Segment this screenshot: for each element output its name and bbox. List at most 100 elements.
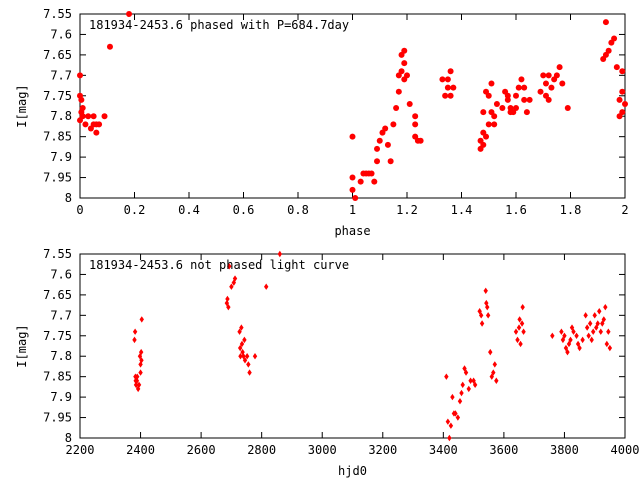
data-point [444, 373, 449, 380]
data-point [483, 133, 490, 140]
data-point [597, 308, 602, 315]
data-point [395, 88, 402, 95]
y-tick-label: 7.9 [50, 150, 72, 164]
data-point [491, 113, 498, 120]
data-point [444, 76, 451, 83]
data-point [517, 316, 522, 323]
x-tick-label: 2800 [247, 443, 276, 457]
data-point [106, 43, 113, 50]
data-point [622, 100, 628, 107]
data-point [401, 47, 408, 54]
data-point [613, 64, 620, 71]
x-tick-label: 3400 [429, 443, 458, 457]
data-point [485, 92, 492, 99]
y-tick-label: 7.8 [50, 349, 72, 363]
data-point [101, 113, 108, 120]
data-points [132, 250, 613, 442]
data-point [513, 328, 519, 335]
x-tick-label: 2200 [66, 443, 95, 457]
data-point [450, 393, 455, 401]
data-point [571, 328, 576, 335]
data-point [444, 84, 451, 91]
data-point [132, 328, 138, 335]
data-point [587, 320, 593, 327]
x-tick-label: 0 [76, 203, 83, 217]
data-point [387, 158, 394, 165]
data-point [513, 92, 519, 99]
data-point [521, 84, 528, 91]
data-point [603, 303, 608, 311]
x-tick-label: 3600 [489, 443, 518, 457]
y-axis-label: I[mag] [15, 84, 29, 127]
data-point [77, 72, 83, 79]
data-point [485, 121, 492, 128]
data-point [466, 385, 471, 393]
x-tick-label: 3800 [550, 443, 579, 457]
data-point [523, 109, 530, 116]
data-point [478, 312, 484, 319]
x-tick-label: 0.6 [233, 203, 255, 217]
axis-ticks: 2200 2400 2600 2800 3000 3200 3400 3600 3800 4000… [43, 247, 639, 457]
data-point [453, 410, 458, 417]
x-tick-label: 4000 [611, 443, 640, 457]
data-point [577, 344, 582, 352]
data-point [79, 105, 86, 112]
data-point [493, 100, 500, 107]
data-point [513, 105, 519, 112]
data-point [559, 80, 566, 87]
data-point [601, 316, 607, 323]
data-point [352, 195, 359, 201]
x-tick-label: 1.2 [396, 203, 418, 217]
data-point [132, 336, 137, 344]
data-point [518, 76, 525, 83]
data-point [232, 275, 238, 282]
data-point [619, 68, 626, 75]
y-axis-label: I[mag] [15, 324, 29, 367]
x-tick-label: 1.8 [560, 203, 582, 217]
data-point [589, 336, 594, 344]
data-point [550, 332, 555, 339]
data-point [264, 283, 269, 290]
data-point [417, 137, 424, 144]
x-tick-label: 2600 [187, 443, 216, 457]
data-point [468, 377, 473, 384]
data-point [520, 303, 525, 311]
data-point [247, 369, 252, 376]
data-point [516, 324, 522, 331]
data-point [229, 283, 234, 290]
data-point [492, 361, 498, 368]
data-point [519, 320, 525, 327]
data-point [225, 295, 230, 303]
data-point [374, 145, 381, 152]
data-point [244, 353, 250, 360]
data-point [563, 344, 569, 352]
data-point [556, 64, 563, 71]
data-point [412, 121, 419, 128]
x-tick-label: 1.6 [505, 203, 527, 217]
y-tick-label: 7.75 [43, 89, 72, 103]
data-point [472, 381, 478, 389]
data-point [242, 336, 247, 344]
y-tick-label: 7.8 [50, 109, 72, 123]
y-tick-label: 7.95 [43, 411, 72, 425]
data-point [564, 105, 571, 112]
data-point [246, 361, 251, 368]
data-point [479, 320, 485, 327]
data-point [559, 328, 564, 335]
data-point [78, 96, 85, 103]
data-point [447, 92, 454, 99]
data-point [371, 178, 378, 185]
x-tick-label: 0.2 [124, 203, 146, 217]
data-point [93, 121, 100, 128]
data-point [93, 129, 100, 136]
data-point [139, 357, 144, 364]
x-tick-label: 0.8 [287, 203, 309, 217]
data-point [592, 312, 597, 319]
data-point [583, 312, 588, 319]
y-tick-label: 7.55 [43, 247, 72, 261]
data-point [491, 121, 498, 128]
phased-light-curve-panel: 0 0.2 0.4 0.6 0.8 1 1.2 1.4 1.6 1.8 2 7.55 7.6 7.65 7.… [15, 7, 629, 238]
data-point [77, 117, 83, 124]
data-point [252, 353, 258, 360]
